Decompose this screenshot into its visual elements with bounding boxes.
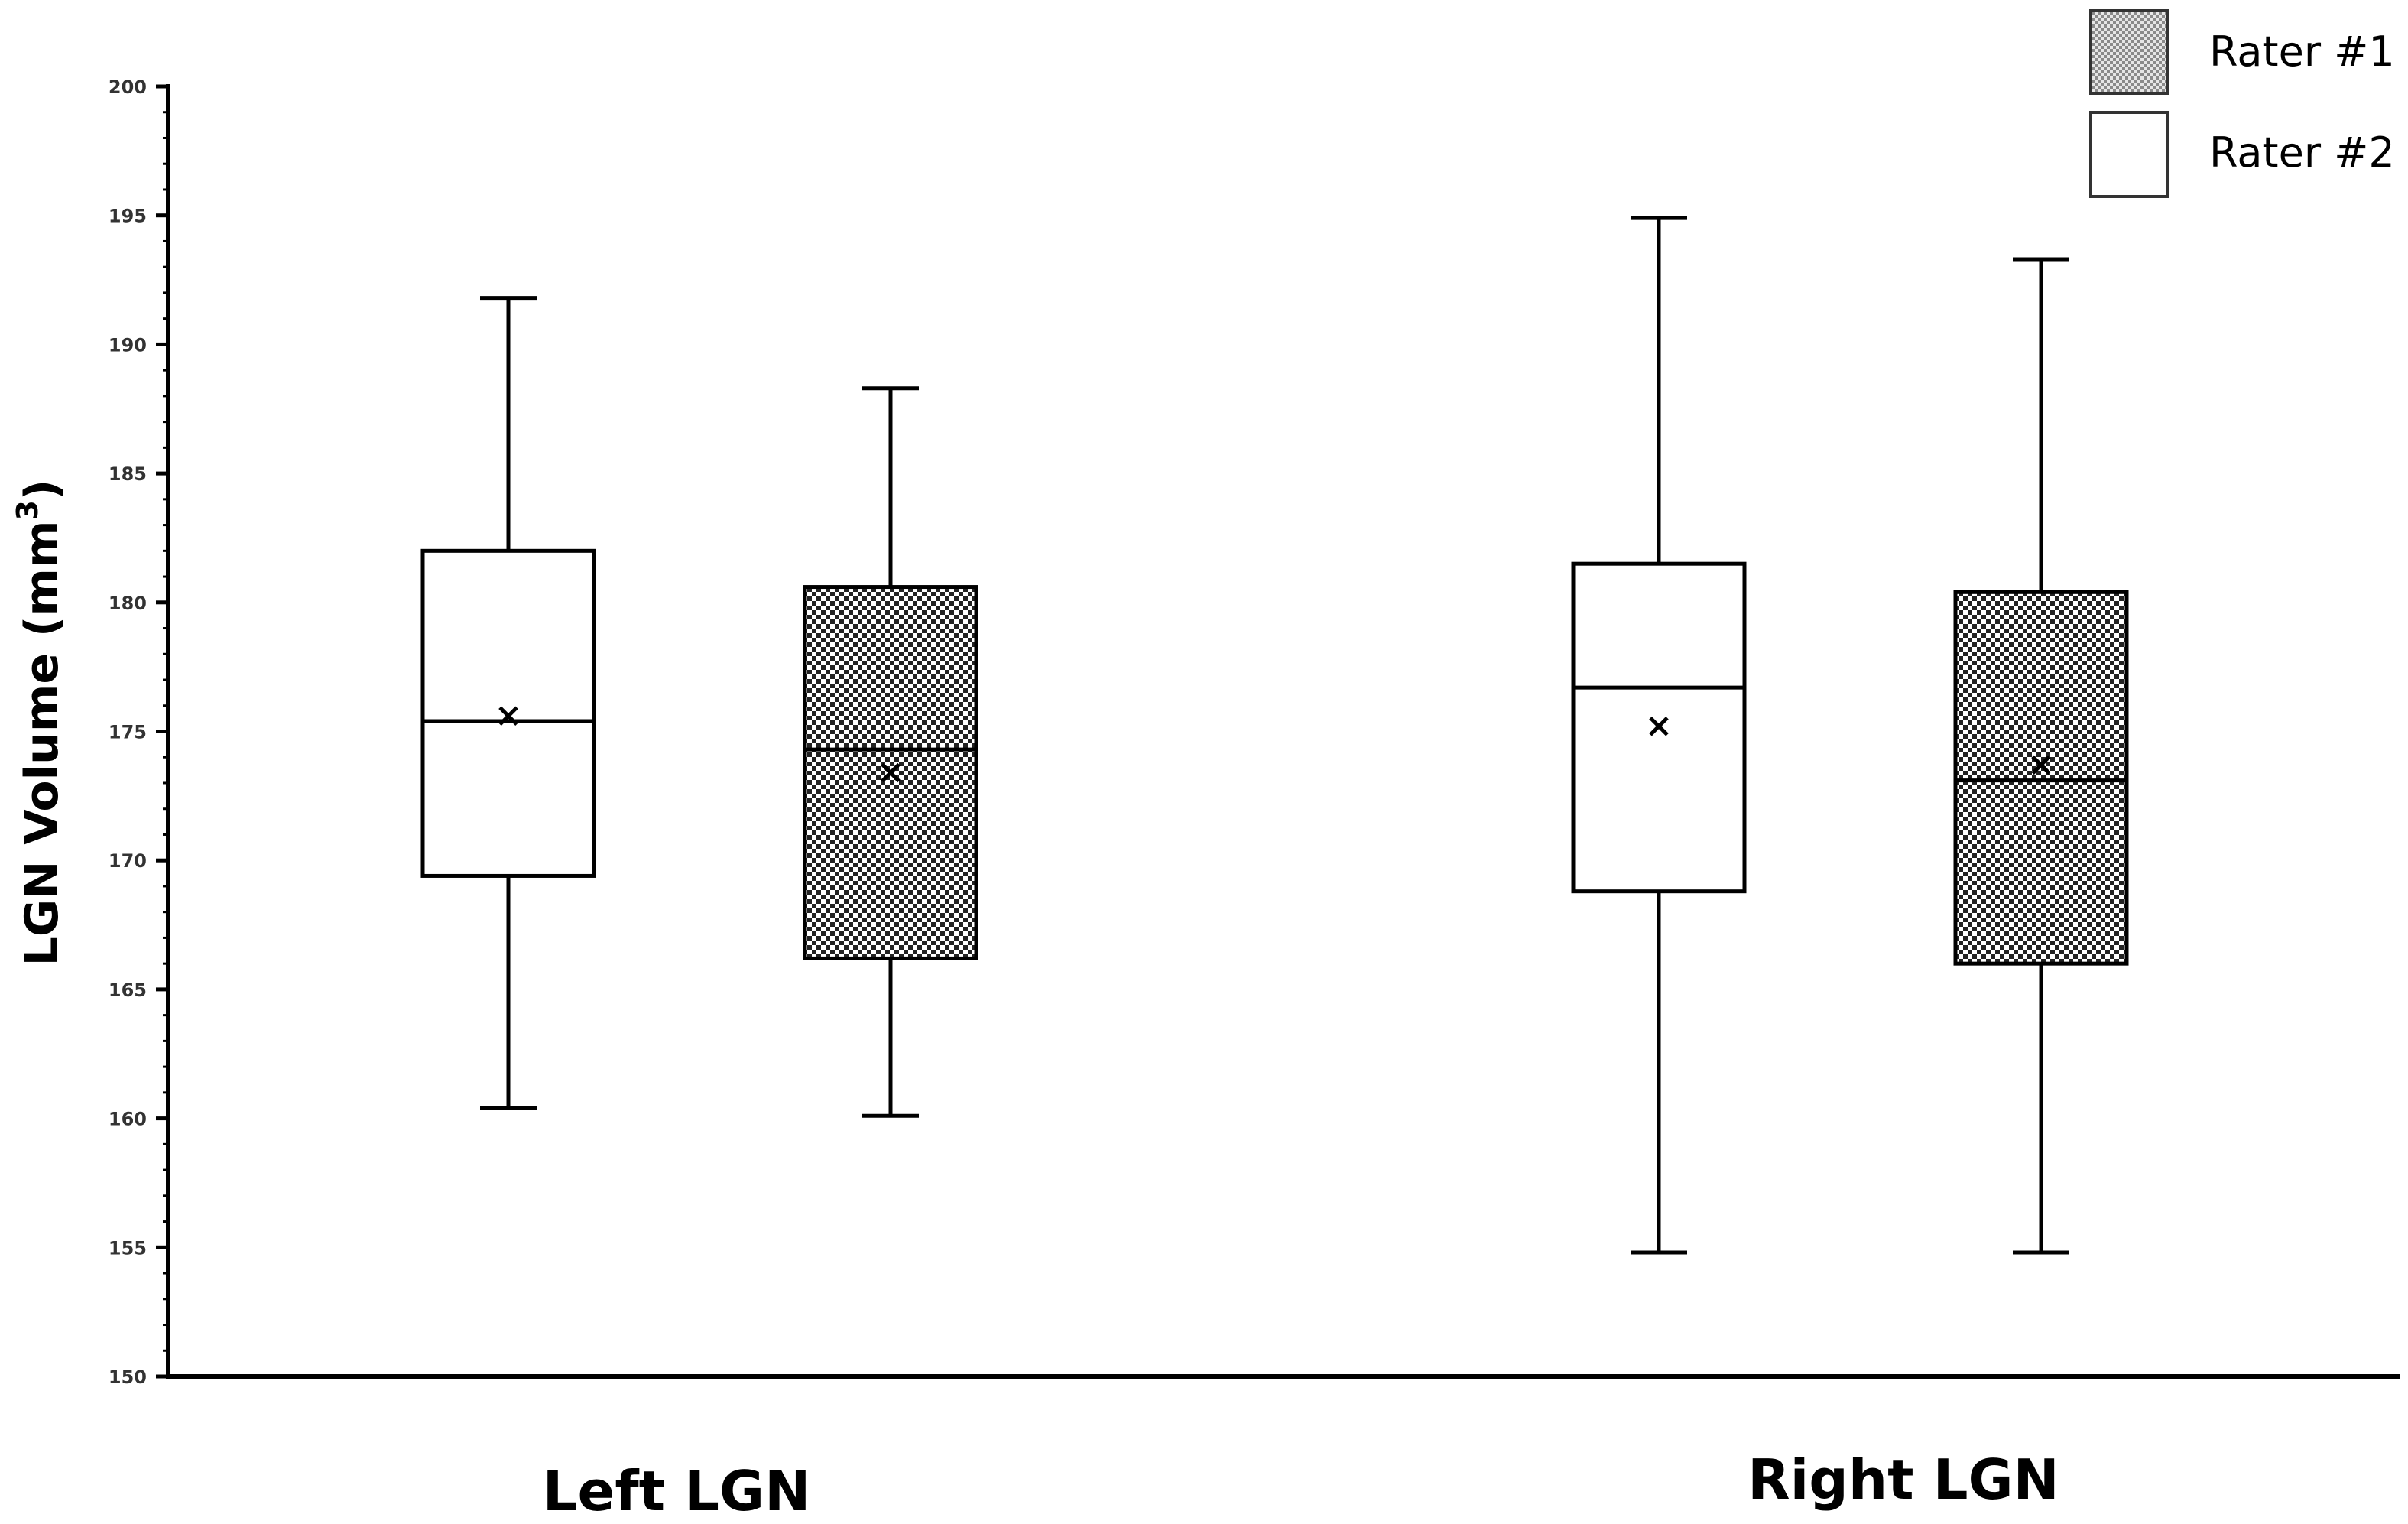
mean-marker <box>498 706 518 726</box>
box-series <box>420 216 2129 1255</box>
box-left-lgn-rater-1 <box>803 386 978 1118</box>
legend-swatch-rater-1 <box>2089 9 2169 95</box>
category-label-right-lgn: Right LGN <box>1748 1448 2059 1512</box>
category-label-left-lgn: Left LGN <box>543 1459 811 1523</box>
y-tick-label: 160 <box>109 1109 147 1130</box>
y-axis-title: LGN Volume (mm3) <box>11 479 69 967</box>
y-tick-label: 185 <box>109 463 147 485</box>
y-tick-label: 165 <box>109 980 147 1001</box>
legend-swatch-rater-2 <box>2089 111 2169 198</box>
box-right-lgn-rater-2 <box>1571 216 1747 1255</box>
mean-marker <box>2031 755 2051 775</box>
legend: Rater #1 Rater #2 <box>2089 9 2395 198</box>
y-tick-label: 190 <box>109 334 147 356</box>
y-tick-label: 175 <box>109 722 147 743</box>
box-right-lgn-rater-1 <box>1953 257 2129 1255</box>
legend-label-rater-1: Rater #1 <box>2209 28 2395 76</box>
legend-label-rater-2: Rater #2 <box>2209 128 2395 177</box>
mean-marker <box>1649 716 1669 736</box>
y-axis-ticks: 150 155 160 165 170 175 180 185 190 195 200 <box>109 76 168 1388</box>
y-tick-label: 200 <box>109 76 147 98</box>
y-tick-label: 180 <box>109 593 147 614</box>
y-axis-title-main: LGN Volume (mm <box>15 521 69 967</box>
y-axis-title-close: ) <box>15 479 69 500</box>
y-tick-label: 155 <box>109 1237 147 1259</box>
box-left-lgn-rater-2 <box>420 296 596 1110</box>
mean-marker <box>881 762 901 783</box>
y-tick-label: 170 <box>109 850 147 872</box>
y-axis-title-superscript: 3 <box>11 500 44 520</box>
box-iqr <box>1953 590 2129 966</box>
y-tick-label: 195 <box>109 206 147 227</box>
y-tick-label: 150 <box>109 1366 147 1388</box>
